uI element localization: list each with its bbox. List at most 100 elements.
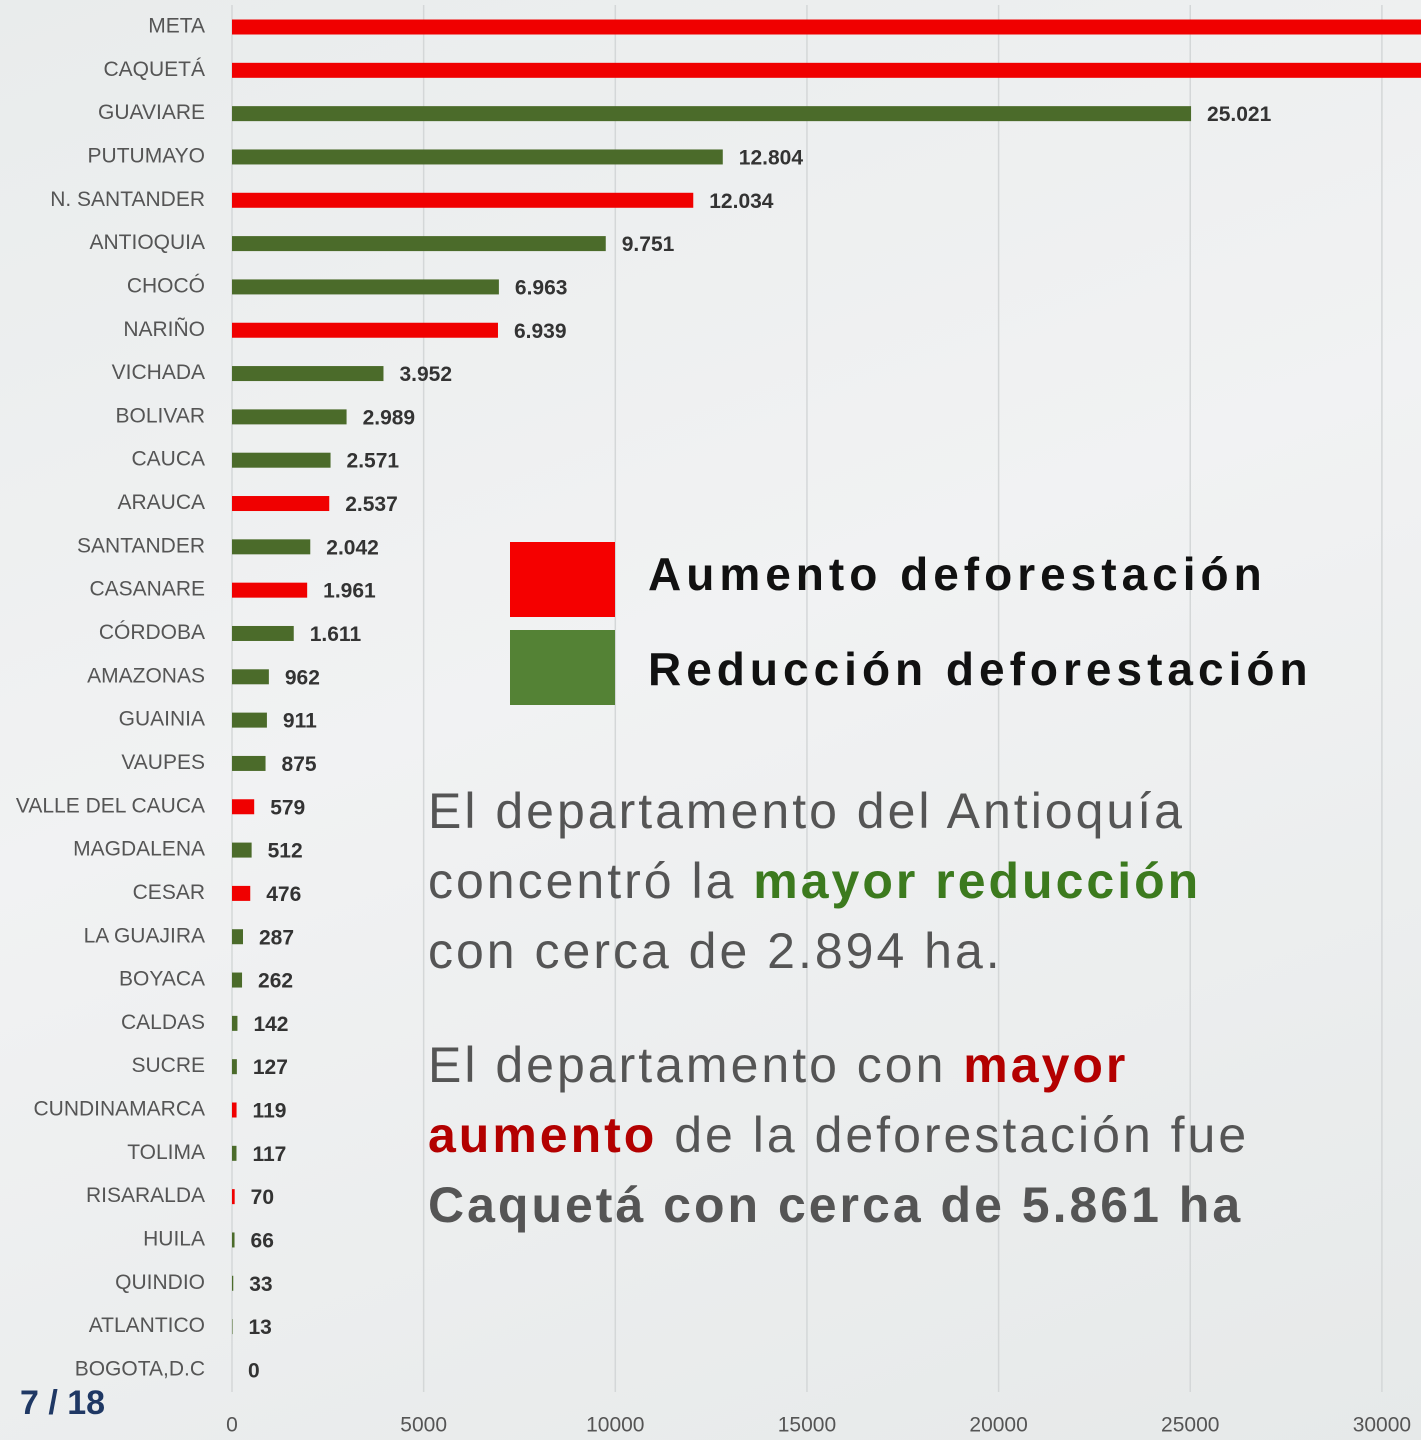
value-label: 579 [270,796,305,819]
value-label: 3.952 [399,363,452,386]
annotation-text: Caquetá con cerca de 5.861 ha [428,1177,1243,1233]
category-label: CASANARE [89,578,205,601]
legend-swatch [510,542,615,617]
bar [232,1102,237,1118]
value-label: 962 [285,666,320,689]
value-label: 6.963 [515,276,568,299]
bar [232,799,255,815]
bar [232,885,251,901]
annotation-line: con cerca de 2.894 ha. [428,923,1003,979]
value-label: 2.989 [363,406,416,429]
category-label: PUTUMAYO [88,145,205,168]
value-label: 12.804 [739,147,804,170]
category-label: ARAUCA [117,491,205,514]
bar [232,496,330,512]
category-label: NARIÑO [123,317,205,341]
category-label: CESAR [133,881,205,904]
value-label: 0 [248,1359,260,1382]
category-label: GUAINIA [119,708,205,731]
x-tick-label: 10000 [586,1414,644,1437]
bar [232,1232,235,1248]
value-label: 911 [283,710,317,733]
value-label: 13 [248,1316,271,1339]
value-label: 2.537 [345,493,398,516]
bar [232,972,243,988]
page-number: 7 / 18 [20,1384,105,1422]
value-label: 875 [282,753,317,776]
value-label: 25.021 [1207,103,1272,126]
category-label: ANTIOQUIA [89,231,205,254]
x-tick-label: 30000 [1353,1414,1411,1437]
category-label: CAQUETÁ [103,58,205,81]
category-label: BOYACA [119,968,205,991]
category-label: CUNDINAMARCA [33,1098,205,1121]
category-label: SUCRE [131,1054,205,1077]
annotation-text: concentró la [428,853,753,909]
bar [232,236,606,252]
value-label: 117 [252,1143,286,1166]
annotation-line: El departamento con mayor [428,1037,1128,1093]
x-tick-label: 25000 [1161,1414,1219,1437]
category-label: HUILA [143,1228,205,1251]
value-label: 6.939 [514,320,567,343]
category-label: TOLIMA [127,1141,205,1164]
bar [232,279,499,295]
annotation-text: mayor reducción [753,853,1201,909]
annotation-line: aumento de la deforestación fue [428,1107,1249,1163]
value-label: 1.611 [310,623,362,646]
category-label: N. SANTANDER [50,188,205,211]
value-label: 287 [259,926,294,949]
category-label: RISARALDA [86,1184,205,1207]
value-label: 262 [258,970,293,993]
value-label: 2.571 [347,450,400,473]
category-label: VAUPES [121,751,205,774]
annotation-text: El departamento con [428,1037,963,1093]
value-label: 476 [266,883,301,906]
category-label: ATLANTICO [89,1314,205,1337]
value-label: 1.961 [323,580,376,603]
bar [232,1059,237,1075]
category-label: VALLE DEL CAUCA [16,794,205,817]
x-tick-label: 5000 [400,1414,447,1437]
bar [232,1275,234,1291]
bar [232,1015,238,1031]
value-label: 33 [249,1273,272,1296]
annotation-text: aumento [428,1107,657,1163]
category-label: BOLIVAR [116,404,205,427]
bar [232,106,1192,122]
bar [232,19,1421,35]
category-label: CALDAS [121,1011,205,1034]
category-label: GUAVIARE [98,101,205,124]
category-label: CAUCA [131,448,205,471]
category-label: CHOCÓ [127,274,205,297]
bar [232,842,252,858]
annotation-line: El departamento del Antioquía [428,783,1185,839]
value-label: 2.042 [326,536,379,559]
value-label: 70 [251,1186,274,1209]
bar [232,366,384,382]
legend-label: Reducción deforestación [648,643,1313,695]
value-label: 127 [253,1056,288,1079]
bar [232,582,308,598]
category-label: VICHADA [112,361,205,384]
annotation-text: con cerca de 2.894 ha. [428,923,1003,979]
legend-swatch [510,630,615,705]
annotation-text: El departamento del Antioquía [428,783,1185,839]
bar [232,452,331,468]
category-label: AMAZONAS [87,664,205,687]
bar [232,712,267,728]
category-label: BOGOTA,D.C [75,1357,205,1380]
value-label: 66 [251,1230,274,1253]
value-label: 12.034 [709,190,774,213]
category-label: QUINDIO [115,1271,205,1294]
legend-label: Aumento deforestación [648,548,1267,600]
annotation-line: concentró la mayor reducción [428,853,1201,909]
bar [232,322,498,338]
bar [232,539,311,555]
bar [232,62,1421,78]
value-label: 119 [253,1100,287,1123]
category-label: MAGDALENA [73,838,205,861]
annotation-text: de la deforestación fue [657,1107,1249,1163]
bar [232,192,694,208]
